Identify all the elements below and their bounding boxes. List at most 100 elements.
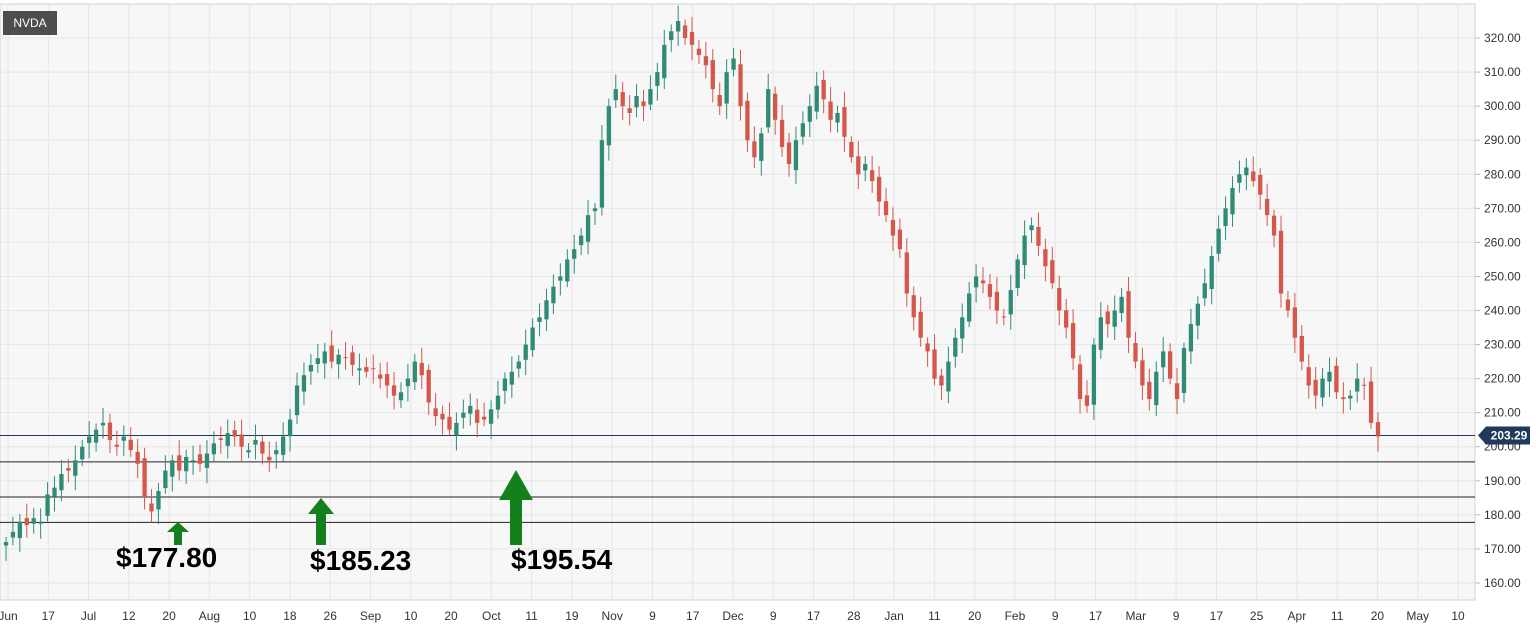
candle-body <box>530 327 535 351</box>
candle <box>1147 368 1152 411</box>
candle <box>149 489 154 523</box>
candle <box>530 318 535 357</box>
candle-body <box>613 89 618 101</box>
candle-body <box>45 494 50 516</box>
y-tick-label: 280.00 <box>1484 167 1521 181</box>
candle <box>870 155 875 193</box>
x-tick-label: 17 <box>1089 609 1103 623</box>
candle <box>800 111 806 145</box>
candle <box>301 362 307 405</box>
candle <box>80 440 85 467</box>
candle <box>710 49 715 103</box>
candle-body <box>828 101 833 120</box>
candle <box>412 354 417 390</box>
candle <box>1320 367 1325 407</box>
candle <box>585 199 591 255</box>
candle-body <box>738 64 743 107</box>
candle <box>128 427 133 457</box>
candle-body <box>523 344 528 360</box>
candle <box>1119 287 1124 322</box>
candle-body <box>1244 167 1249 176</box>
candle-body <box>253 439 258 445</box>
candle-body <box>419 362 424 376</box>
candle <box>565 249 570 288</box>
candle-body <box>197 454 203 464</box>
y-tick-label: 180.00 <box>1484 508 1521 522</box>
candle-body <box>475 409 480 423</box>
candle-body <box>578 235 584 246</box>
candle-body <box>461 412 466 418</box>
candle-body <box>1251 171 1256 182</box>
x-tick-label: Nov <box>601 609 622 623</box>
candle <box>267 441 272 473</box>
candle <box>190 445 196 475</box>
candle <box>461 399 466 429</box>
candle <box>433 393 438 427</box>
y-axis: 160.00170.00180.00190.00200.00210.00220.… <box>1475 31 1521 590</box>
candle <box>606 98 611 161</box>
candle-body <box>149 503 154 512</box>
support-arrows: $177.80 $185.23 $195.54 <box>116 470 613 576</box>
candle <box>468 393 473 426</box>
candle <box>696 39 702 64</box>
x-tick-label: 10 <box>243 609 257 623</box>
candle-body <box>932 349 937 379</box>
candle-body <box>260 441 265 454</box>
candle <box>287 408 293 452</box>
candle <box>343 341 348 370</box>
candle <box>52 476 57 512</box>
candle <box>641 89 646 122</box>
candle-body <box>38 521 43 524</box>
candle <box>1050 246 1055 289</box>
candle <box>1077 355 1083 414</box>
candle-body <box>1015 259 1020 288</box>
candle <box>17 513 23 552</box>
candle-body <box>1126 291 1131 338</box>
candle-body <box>724 72 729 104</box>
candle-body <box>447 416 452 430</box>
candle <box>378 362 383 389</box>
candle <box>495 380 501 419</box>
candle <box>177 440 182 481</box>
y-tick-label: 170.00 <box>1484 542 1521 556</box>
candle <box>648 75 653 111</box>
candle <box>793 126 799 184</box>
x-tick-label: 11 <box>525 609 538 623</box>
candle-body <box>1299 335 1304 362</box>
candle <box>1112 295 1117 340</box>
candle-body <box>426 369 431 403</box>
candle-body <box>1022 235 1027 266</box>
candle-body <box>322 351 327 364</box>
candle-body <box>343 357 348 359</box>
candle <box>911 286 916 331</box>
candle <box>558 263 563 296</box>
candle-body <box>1264 198 1270 216</box>
candle-body <box>946 361 951 392</box>
candle <box>897 218 903 259</box>
candle-body <box>135 451 140 464</box>
candle <box>724 59 729 119</box>
candle <box>294 372 300 425</box>
candle-body <box>987 284 993 297</box>
candle-body <box>918 311 923 338</box>
candle-body <box>1098 317 1103 350</box>
candle <box>1105 305 1110 338</box>
candle-body <box>156 491 161 510</box>
y-tick-label: 240.00 <box>1484 304 1521 318</box>
candle <box>738 49 743 121</box>
x-tick-label: 26 <box>324 609 338 623</box>
candle-body <box>391 385 397 396</box>
candle-body <box>509 371 514 385</box>
candle-body <box>1043 249 1048 267</box>
candle <box>24 503 29 538</box>
y-tick-label: 260.00 <box>1484 235 1521 249</box>
candle-body <box>378 374 383 379</box>
candle-body <box>890 219 896 236</box>
candle-body <box>800 123 806 137</box>
candle <box>634 83 639 118</box>
candle-body <box>1174 383 1180 400</box>
candle-body <box>731 58 736 70</box>
candle-body <box>481 416 487 420</box>
candle-body <box>177 455 182 471</box>
candle-body <box>1167 351 1173 379</box>
